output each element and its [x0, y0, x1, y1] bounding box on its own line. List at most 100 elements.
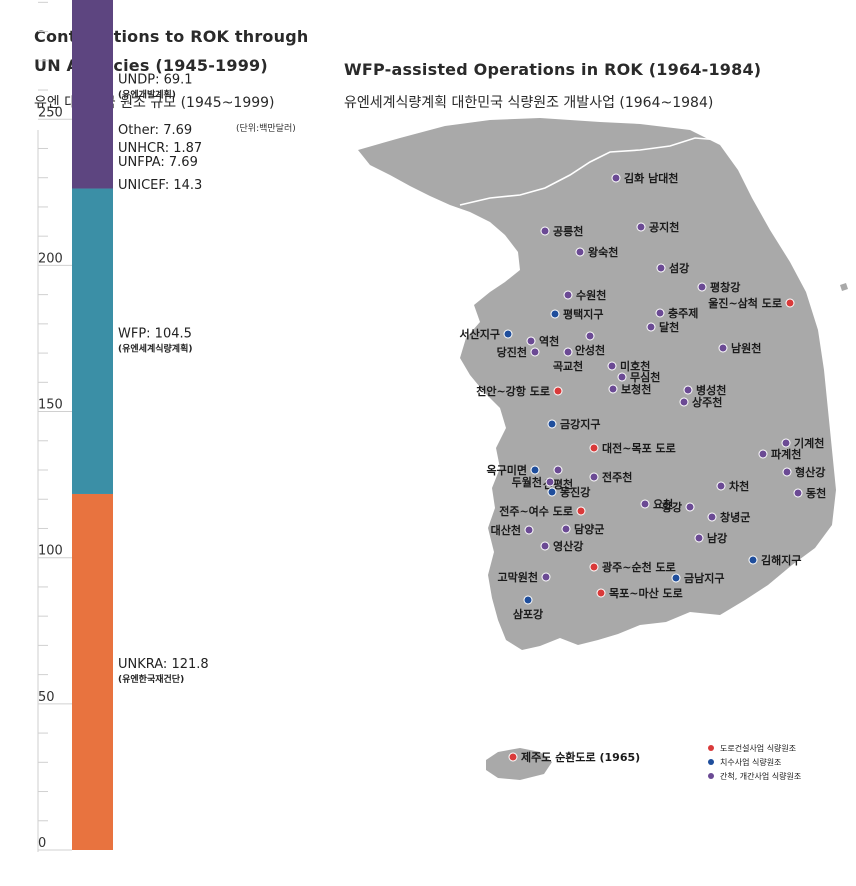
map-marker-reclamation	[607, 361, 617, 371]
map-location-label: 안성천	[575, 343, 605, 357]
map-location-label: 삼포강	[513, 607, 543, 621]
y-tick-label: 200	[38, 251, 63, 266]
map-location-label: 곡교천	[553, 359, 583, 373]
map-marker-reclamation	[782, 467, 792, 477]
map-location-label: 충주제	[668, 306, 698, 320]
map-marker-reclamation	[563, 290, 573, 300]
y-tick-label: 50	[38, 690, 55, 705]
map-marker-road	[589, 562, 599, 572]
legend-swatch-irrigation	[708, 759, 714, 765]
legend-swatch-road	[708, 745, 714, 751]
map-marker-reclamation	[636, 222, 646, 232]
map-marker-reclamation	[697, 282, 707, 292]
map-location-label: 영산강	[553, 539, 583, 553]
map-marker-reclamation	[655, 308, 665, 318]
legend-label-road: 도로건설사업 식량원조	[720, 743, 796, 753]
map-location-label: 대전~목포 도로	[602, 441, 676, 455]
legend-swatch-reclamation	[708, 773, 714, 779]
map-marker-reclamation	[545, 477, 555, 487]
map-marker-reclamation	[541, 572, 551, 582]
map-marker-reclamation	[611, 173, 621, 183]
map-marker-road	[589, 443, 599, 453]
segment-label-unkra: UNKRA: 121.8	[118, 657, 209, 672]
map-marker-reclamation	[553, 465, 563, 475]
map-location-label: 당진천	[497, 345, 527, 359]
map-location-label: 옥구미면	[487, 463, 527, 477]
map-location-label: 대산천	[491, 523, 521, 537]
map-location-label: 제주도 순환도로 (1965)	[521, 750, 640, 764]
y-tick-label: 250	[38, 105, 63, 120]
map-marker-reclamation	[656, 263, 666, 273]
segment-sublabel-unkra: (유엔한국재건단)	[118, 673, 184, 685]
bar-segment-unkra	[72, 493, 113, 850]
map-location-label: 무심천	[630, 370, 660, 384]
map-location-label: 목포~마산 도로	[609, 586, 683, 600]
map-marker-reclamation	[540, 226, 550, 236]
map-marker-reclamation	[561, 524, 571, 534]
map-location-label: 보청천	[621, 382, 651, 396]
map-location-label: 공지천	[649, 220, 679, 234]
segment-label-other: Other: 7.69	[118, 123, 192, 138]
legend-label-reclamation: 간척, 개간사업 식량원조	[720, 771, 801, 781]
segment-label-wfp: WFP: 104.5	[118, 326, 192, 341]
map-marker-reclamation	[781, 438, 791, 448]
map-location-label: 창녕군	[720, 510, 750, 524]
map-marker-reclamation	[540, 541, 550, 551]
map-location-label: 서산지구	[460, 327, 500, 341]
map-location-label: 동천	[806, 486, 826, 500]
map-location-label: 고막원천	[498, 570, 538, 584]
map-marker-irrigation	[547, 487, 557, 497]
map-location-label: 요천	[653, 497, 673, 511]
stacked-bar-chart: 050100150200250300350UNKRA: 121.8(유엔한국재건…	[37, 0, 209, 852]
map-marker-reclamation	[589, 472, 599, 482]
dmz-line	[459, 137, 721, 206]
y-tick-label: 150	[38, 398, 63, 413]
map-marker-reclamation	[718, 343, 728, 353]
map-marker-reclamation	[707, 512, 717, 522]
map-location-label: 김화 남대천	[624, 171, 678, 185]
map-marker-reclamation	[530, 347, 540, 357]
map-location-label: 천안~강항 도로	[476, 384, 550, 398]
map-marker-irrigation	[530, 465, 540, 475]
segment-label-unhcr: UNHCR: 1.87	[118, 141, 202, 156]
segment-sublabel-undp: (유엔개발계획)	[118, 89, 176, 101]
map-location-label: 미호천	[620, 359, 650, 373]
y-tick-label: 0	[38, 836, 46, 851]
map-location-label: 달천	[659, 320, 679, 334]
map-location-label: 역천	[539, 334, 559, 348]
map-location-label: 전주천	[602, 470, 632, 484]
ulleung-shape	[840, 283, 848, 291]
map-marker-irrigation	[523, 595, 533, 605]
segment-sublabel-wfp: (유엔세계식량계획)	[118, 342, 192, 354]
bar-segment-undp	[72, 0, 113, 189]
map-marker-reclamation	[585, 331, 595, 341]
map-marker-reclamation	[683, 385, 693, 395]
map-location-label: 황강	[662, 500, 682, 514]
map-marker-irrigation	[671, 573, 681, 583]
map-marker-reclamation	[526, 336, 536, 346]
map-marker-reclamation	[793, 488, 803, 498]
map-marker-road	[785, 298, 795, 308]
segment-label-undp: UNDP: 69.1	[118, 73, 193, 88]
map-location-label: 두월천	[512, 475, 542, 489]
map-marker-reclamation	[679, 397, 689, 407]
map-marker-reclamation	[716, 481, 726, 491]
segment-label-unfpa: UNFPA: 7.69	[118, 155, 198, 170]
jeju-shape	[486, 748, 552, 780]
map-marker-reclamation	[685, 502, 695, 512]
map-marker-reclamation	[640, 499, 650, 509]
map-location-label: 동진강	[560, 485, 590, 499]
map-marker-reclamation	[608, 384, 618, 394]
map-location-label: 울진~삼척 도로	[708, 296, 782, 310]
map-marker-reclamation	[524, 525, 534, 535]
map-location-label: 광주~순천 도로	[602, 560, 676, 574]
segment-label-unicef: UNICEF: 14.3	[118, 178, 202, 193]
map-location-label: 금남지구	[684, 571, 724, 585]
bar-segment-wfp	[72, 188, 113, 494]
map-location-label: 파계천	[771, 447, 801, 461]
map-marker-irrigation	[503, 329, 513, 339]
map-location-label: 왕숙천	[588, 245, 618, 259]
map-location-label: 금강지구	[560, 417, 600, 431]
